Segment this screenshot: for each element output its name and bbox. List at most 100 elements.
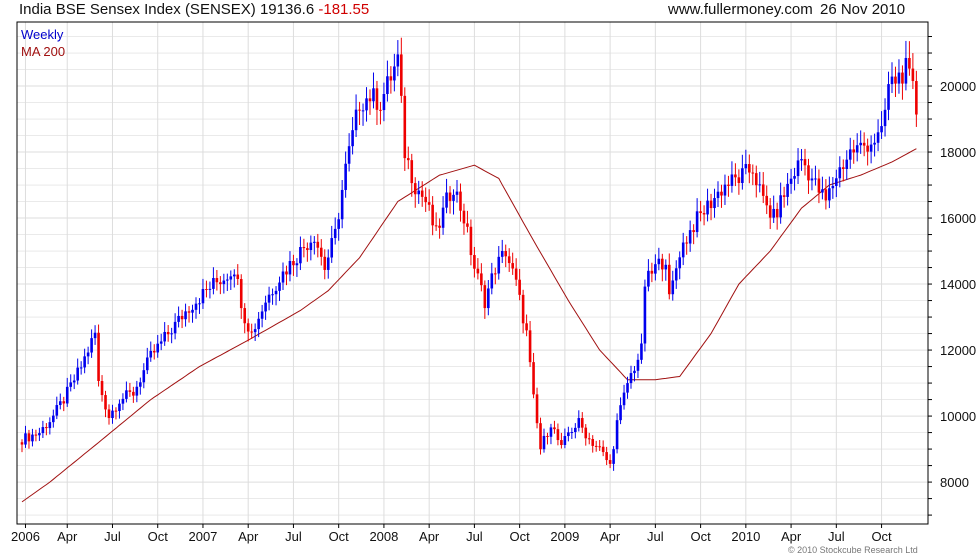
y-tick-label: 20000: [940, 79, 976, 94]
candle-body: [410, 160, 414, 184]
candle: [567, 426, 570, 442]
candle: [194, 297, 198, 319]
candle-body: [807, 165, 810, 181]
candle-body: [793, 176, 796, 179]
candle-body: [326, 257, 330, 270]
candle-body: [424, 196, 427, 203]
candle-body: [908, 57, 911, 69]
candle-body: [535, 394, 539, 424]
candle-body: [455, 191, 459, 195]
candle-body: [45, 427, 48, 429]
candle: [48, 417, 52, 435]
candle-body: [52, 415, 55, 423]
candle: [309, 235, 313, 261]
candle-body: [678, 257, 682, 269]
candle-body: [65, 386, 69, 404]
candle: [518, 268, 521, 301]
candle: [351, 117, 354, 155]
candle: [720, 184, 723, 208]
candle: [337, 212, 340, 241]
candle: [166, 325, 170, 342]
candle: [803, 148, 807, 176]
x-tick-label: Apr: [419, 529, 440, 544]
candle-body: [323, 256, 327, 270]
candle-body: [445, 192, 448, 208]
candle: [838, 156, 842, 188]
candle-body: [546, 435, 549, 437]
candle-body: [612, 449, 615, 464]
candle: [180, 309, 184, 329]
candle: [125, 381, 128, 403]
candle-body: [198, 303, 201, 305]
candle: [563, 428, 567, 449]
candle-body: [354, 109, 358, 131]
candle-body: [894, 76, 897, 84]
candle-body: [664, 264, 668, 270]
candle: [403, 87, 407, 171]
candle: [330, 225, 334, 263]
candle-body: [417, 190, 421, 195]
candle: [139, 377, 142, 395]
candle: [173, 313, 177, 340]
candle-body: [166, 331, 170, 335]
candle: [688, 220, 692, 252]
candle: [253, 323, 257, 342]
candle: [828, 176, 831, 209]
candle: [500, 239, 504, 264]
candle-body: [901, 72, 904, 84]
candle-body: [765, 195, 769, 206]
candle: [393, 53, 396, 92]
candle-body: [274, 290, 278, 295]
candle-body: [741, 168, 744, 184]
candle-body: [789, 178, 793, 184]
candle-body: [563, 436, 567, 446]
site-url[interactable]: www.fullermoney.com: [668, 1, 813, 18]
candle: [894, 66, 897, 97]
candle-body: [754, 173, 758, 186]
candle-body: [212, 278, 215, 289]
candle: [323, 249, 327, 280]
x-tick-label: 2007: [188, 529, 217, 544]
candle-body: [431, 204, 434, 226]
candle: [514, 258, 518, 286]
candle: [208, 281, 212, 299]
candle-body: [737, 177, 741, 184]
candle: [622, 384, 626, 410]
candle: [758, 171, 762, 193]
candle-body: [114, 410, 118, 412]
candle-body: [810, 178, 814, 181]
candle: [20, 439, 24, 453]
candle: [751, 164, 755, 186]
candle-body: [615, 420, 619, 450]
candle-body: [636, 359, 640, 371]
grid: [17, 22, 928, 524]
candle-body: [459, 191, 462, 211]
candle: [107, 404, 111, 425]
candle-body: [205, 289, 208, 291]
candle: [887, 71, 890, 121]
candle: [859, 130, 862, 154]
candle: [469, 219, 473, 266]
candle-body: [403, 95, 407, 159]
candle: [368, 89, 372, 115]
candle-body: [483, 285, 487, 309]
candle: [128, 382, 132, 397]
candle-body: [292, 261, 295, 266]
candle: [789, 168, 793, 194]
candle: [904, 40, 908, 91]
candle-body: [734, 174, 737, 178]
candle: [212, 267, 215, 295]
candle-body: [62, 401, 66, 404]
candle-body: [344, 163, 347, 190]
candle-body: [135, 386, 139, 396]
candle-body: [887, 84, 890, 110]
candle: [420, 181, 424, 207]
candle: [814, 165, 817, 186]
candle: [553, 420, 556, 434]
candle: [897, 59, 901, 94]
legend-weekly: Weekly: [21, 27, 64, 42]
candle-body: [55, 405, 59, 416]
candle: [612, 446, 615, 471]
candle-body: [31, 434, 34, 442]
